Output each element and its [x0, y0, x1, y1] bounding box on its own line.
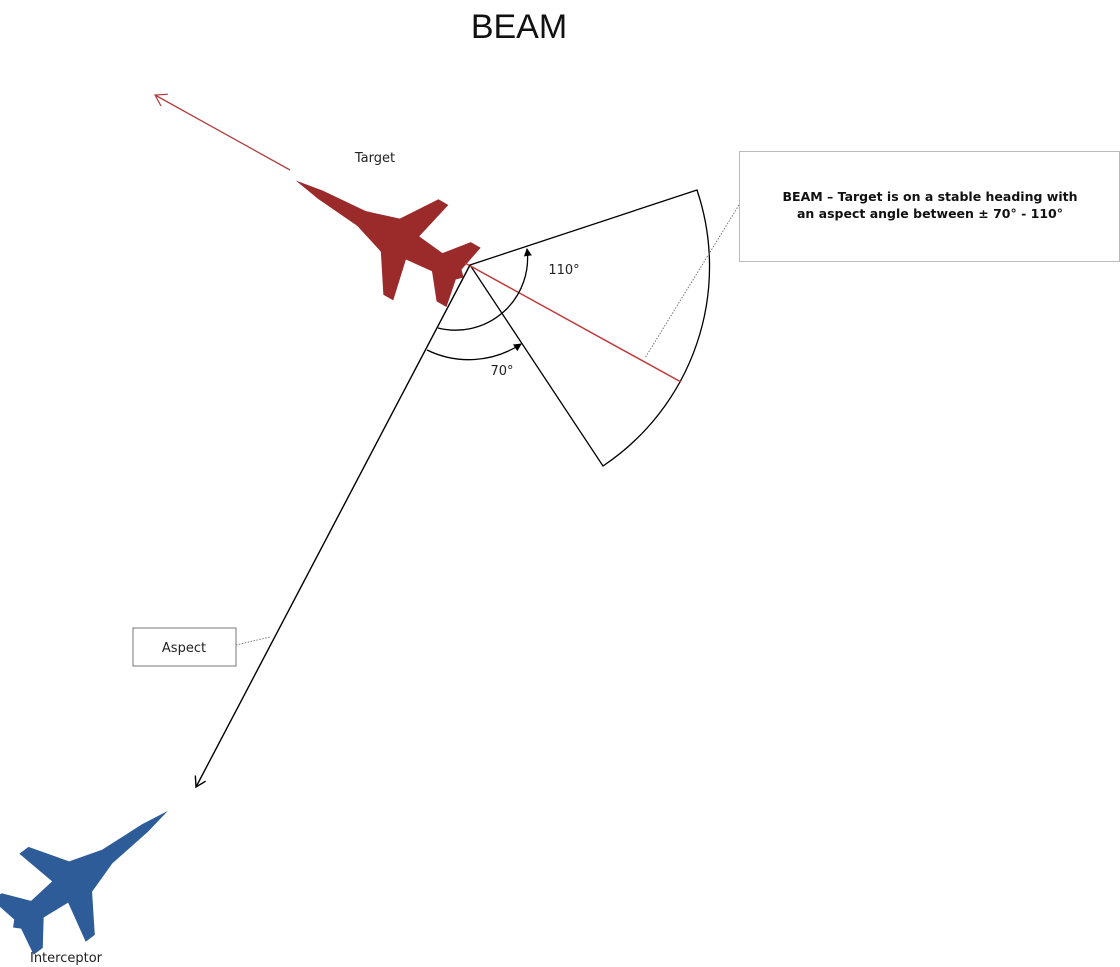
diagram: BEAM Target 110° 70° Interceptor Aspect …: [0, 0, 1120, 967]
beam-sector: [470, 190, 710, 466]
angle-label: 70°: [490, 364, 513, 379]
aspect-label: Aspect: [162, 641, 206, 656]
callout-text: an aspect angle between ± 70° - 110°: [797, 206, 1063, 221]
angle-arc-70: [427, 344, 521, 360]
target-label: Target: [354, 151, 395, 166]
heading-arrow: [155, 95, 290, 170]
title: BEAM: [471, 8, 567, 46]
callout-text: BEAM – Target is on a stable heading wit…: [783, 189, 1078, 204]
aspect-line: [196, 265, 470, 787]
interceptor-label: Interceptor: [30, 951, 103, 966]
interceptor-jet: [0, 767, 201, 967]
angle-label: 110°: [548, 263, 579, 278]
leader-line: [645, 205, 739, 358]
leader-line: [236, 637, 270, 645]
